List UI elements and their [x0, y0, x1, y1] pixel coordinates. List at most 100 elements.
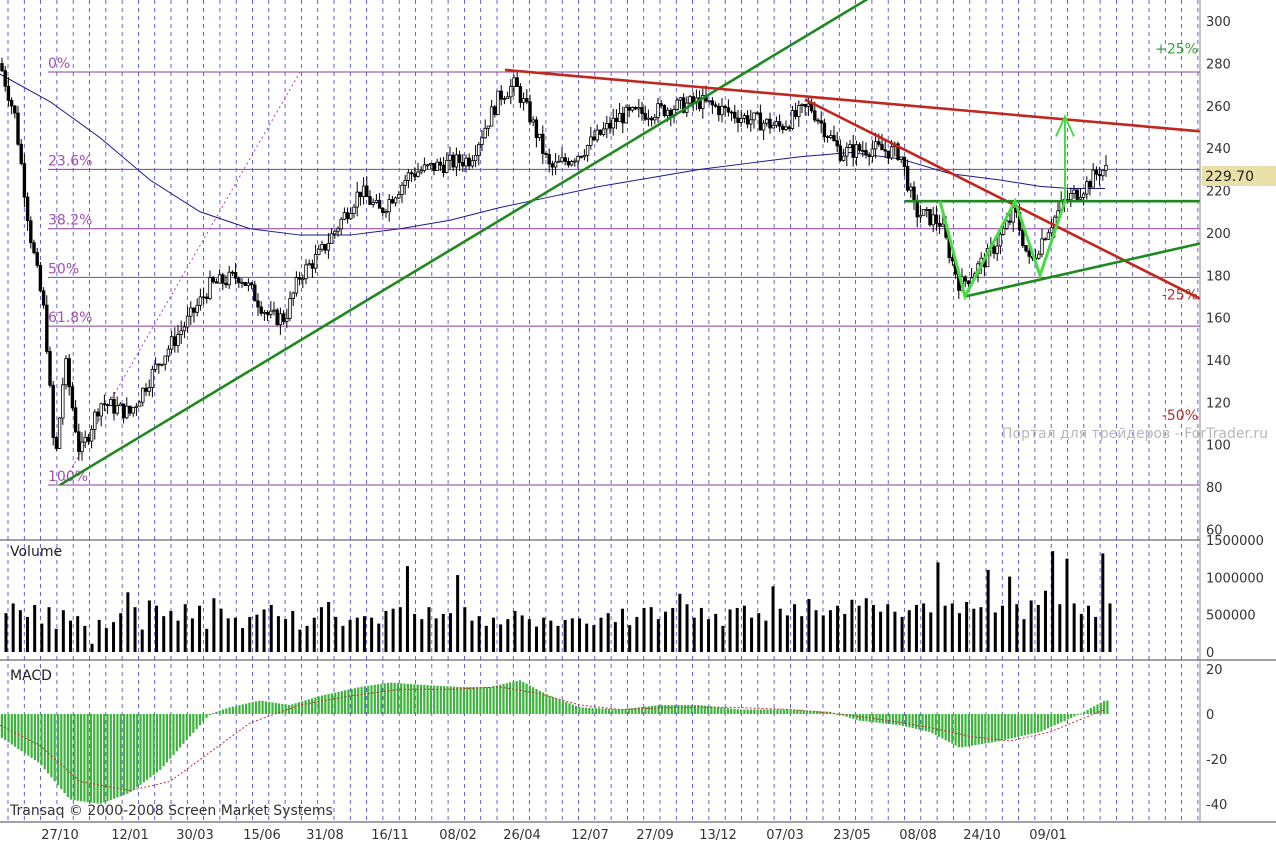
- candle-body: [1085, 181, 1089, 195]
- candle-body: [291, 292, 295, 300]
- candle-body: [70, 386, 75, 409]
- candle-body: [838, 145, 843, 161]
- macd-histogram-bar: [14, 714, 17, 747]
- candle-body: [688, 96, 692, 104]
- candle-body: [233, 271, 238, 279]
- macd-histogram-bar: [1089, 708, 1092, 714]
- candle-body: [384, 211, 388, 214]
- candle-body: [400, 184, 404, 195]
- candle-body: [646, 117, 651, 120]
- volume-tick-label: 500000: [1206, 609, 1256, 624]
- volume-bar: [757, 613, 761, 652]
- candle-body: [752, 112, 756, 121]
- volume-bar: [807, 598, 811, 652]
- candle-body: [163, 355, 167, 365]
- candle-body: [121, 403, 126, 419]
- candle-body: [614, 117, 619, 122]
- candle-body: [713, 104, 718, 107]
- volume-bar: [707, 619, 711, 652]
- macd-histogram-bar: [575, 705, 578, 714]
- candle-body: [381, 207, 385, 213]
- macd-histogram-bar: [614, 709, 617, 714]
- candle-body: [493, 106, 497, 115]
- candle-body: [278, 313, 283, 326]
- macd-histogram-bar: [182, 714, 185, 744]
- candle-body: [790, 110, 795, 129]
- macd-histogram-bar: [891, 714, 894, 725]
- macd-histogram-bar: [291, 704, 294, 714]
- macd-histogram-bar: [469, 687, 472, 714]
- volume-bar: [699, 607, 703, 652]
- candle-body: [96, 411, 100, 417]
- volume-bar: [556, 625, 560, 652]
- macd-histogram-bar: [7, 714, 10, 743]
- volume-bar: [463, 607, 467, 652]
- volume-bar: [169, 610, 173, 652]
- candle-body: [32, 242, 36, 254]
- volume-bar: [685, 604, 689, 652]
- macd-histogram-bar: [337, 691, 340, 714]
- trendline: [964, 242, 1201, 298]
- macd-histogram-bar: [83, 714, 86, 802]
- candle-body: [665, 109, 670, 116]
- candle-body: [819, 120, 823, 124]
- candle-body: [441, 164, 446, 174]
- macd-histogram-bar: [466, 687, 469, 714]
- candle-body: [918, 214, 923, 218]
- volume-bar: [183, 604, 187, 652]
- macd-histogram-bar: [73, 714, 76, 801]
- candle-body: [227, 271, 231, 286]
- volume-bar: [477, 616, 481, 652]
- macd-histogram-bar: [720, 707, 723, 714]
- volume-bar: [61, 610, 65, 652]
- candle-body: [1040, 238, 1044, 255]
- macd-histogram-bar: [839, 714, 842, 715]
- macd-histogram-bar: [202, 714, 205, 722]
- macd-histogram-bar: [542, 692, 545, 714]
- candle-body: [179, 330, 183, 336]
- watermark: Портал для трейдеров - ForTrader.ru: [1002, 426, 1268, 442]
- macd-histogram-bar: [746, 709, 749, 714]
- volume-bar: [427, 607, 431, 652]
- macd-histogram-bar: [340, 691, 343, 714]
- candle-body: [745, 115, 750, 125]
- macd-histogram-bar: [122, 714, 126, 795]
- candle-body: [873, 141, 878, 150]
- candle-body: [627, 106, 631, 111]
- candle-body: [445, 159, 449, 174]
- volume-bar: [355, 617, 359, 652]
- candle-body: [115, 405, 119, 414]
- macd-histogram-bar: [647, 706, 650, 714]
- candle-body: [755, 112, 759, 115]
- macd-histogram-bar: [700, 705, 703, 714]
- macd-histogram-bar: [56, 714, 60, 786]
- candle-body: [825, 136, 830, 138]
- macd-histogram-bar: [928, 714, 931, 732]
- candle-body: [253, 284, 257, 302]
- macd-panel: -40 -20 0 20: [0, 663, 1227, 813]
- candle-body: [1097, 173, 1102, 177]
- macd-histogram-bar: [287, 704, 291, 714]
- candle-body: [1088, 181, 1092, 188]
- candle-body: [473, 154, 478, 162]
- macd-histogram-bar: [901, 714, 904, 726]
- macd-histogram-bar: [548, 695, 551, 714]
- macd-histogram-bar: [710, 706, 713, 714]
- macd-histogram-bar: [96, 714, 99, 804]
- macd-histogram-bar: [192, 714, 195, 733]
- volume-bar: [484, 625, 488, 652]
- candle-body: [589, 136, 593, 146]
- candle-body: [576, 155, 580, 162]
- candle-body: [67, 358, 71, 388]
- volume-bar: [750, 617, 754, 652]
- macd-histogram-bar: [1000, 714, 1003, 741]
- candle-body: [816, 119, 820, 122]
- macd-histogram-bar: [588, 707, 591, 714]
- macd-histogram-bar: [380, 683, 383, 714]
- candle-body: [912, 186, 916, 202]
- macd-histogram-bar: [707, 705, 710, 714]
- candle-body: [259, 306, 263, 314]
- macd-histogram-bar: [103, 714, 106, 803]
- candle-body: [22, 163, 27, 198]
- volume-bar: [1029, 600, 1033, 652]
